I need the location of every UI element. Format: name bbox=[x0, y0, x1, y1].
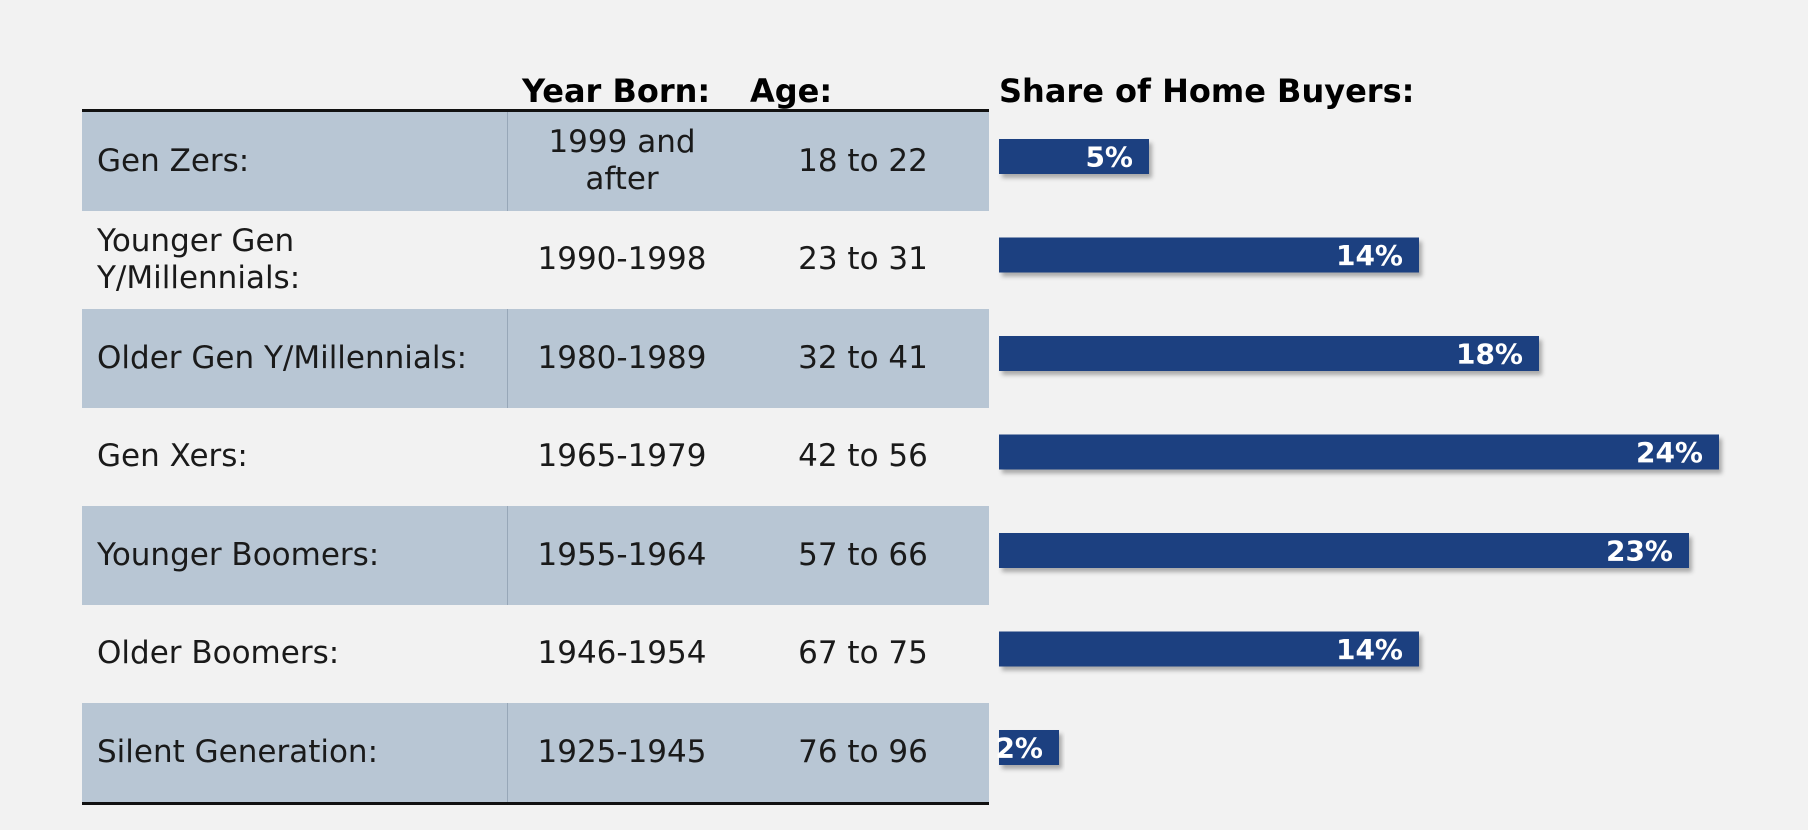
bar-4 bbox=[999, 533, 1689, 568]
generation-name: Silent Generation: bbox=[97, 733, 379, 770]
age-range-value: 57 to 66 bbox=[798, 536, 928, 573]
bar-value-label-0: 5% bbox=[1085, 141, 1133, 174]
bar-value-label-6: 2% bbox=[995, 732, 1043, 765]
bar-5 bbox=[999, 631, 1419, 667]
age-header: Age: bbox=[750, 72, 833, 110]
bar-6 bbox=[999, 730, 1059, 765]
age-range-value: 32 to 41 bbox=[798, 339, 928, 376]
table-row-silent-generation: Silent Generation: 1925-1945 76 to 96 bbox=[82, 703, 989, 802]
year-born-value: 1999 and after bbox=[548, 124, 696, 198]
year-born-value: 1990-1998 bbox=[537, 241, 707, 278]
bar-value-label-1: 14% bbox=[1336, 239, 1403, 272]
generation-name: Younger Gen Y/Millennials: bbox=[97, 222, 301, 296]
year-born-header: Year Born: bbox=[522, 72, 711, 110]
bar-value-label-3: 24% bbox=[1636, 436, 1703, 469]
generation-table: Gen Zers: 1999 and after 18 to 22 Younge… bbox=[82, 109, 989, 805]
year-born-value: 1955-1964 bbox=[537, 536, 707, 573]
generation-name: Older Gen Y/Millennials: bbox=[97, 339, 468, 376]
bar-value-label-2: 18% bbox=[1456, 338, 1523, 371]
age-range-value: 67 to 75 bbox=[798, 635, 928, 672]
bar-0 bbox=[999, 139, 1149, 174]
age-range-value: 76 to 96 bbox=[798, 733, 928, 770]
year-born-value: 1925-1945 bbox=[537, 733, 707, 770]
table-row-younger-boomers: Younger Boomers: 1955-1964 57 to 66 bbox=[82, 506, 989, 605]
table-row-gen-xers: Gen Xers: 1965-1979 42 to 56 bbox=[82, 408, 989, 507]
generation-name: Younger Boomers: bbox=[97, 536, 380, 573]
generation-name: Gen Xers: bbox=[97, 438, 248, 475]
bar-value-label-4: 23% bbox=[1606, 535, 1673, 568]
share-of-home-buyers-header: Share of Home Buyers: bbox=[999, 72, 1415, 110]
bar-2 bbox=[999, 336, 1539, 371]
table-row-older-millennials: Older Gen Y/Millennials: 1980-1989 32 to… bbox=[82, 309, 989, 408]
year-born-value: 1946-1954 bbox=[537, 635, 707, 672]
age-range-value: 23 to 31 bbox=[798, 241, 928, 278]
generation-name: Older Boomers: bbox=[97, 635, 340, 672]
year-born-value: 1965-1979 bbox=[537, 438, 707, 475]
table-row-gen-zers: Gen Zers: 1999 and after 18 to 22 bbox=[82, 112, 989, 211]
bar-value-label-5: 14% bbox=[1336, 633, 1403, 666]
year-born-value: 1980-1989 bbox=[537, 339, 707, 376]
age-range-value: 18 to 22 bbox=[798, 142, 928, 179]
table-row-younger-millennials: Younger Gen Y/Millennials: 1990-1998 23 … bbox=[82, 211, 989, 310]
generation-name: Gen Zers: bbox=[97, 142, 250, 179]
bar-1 bbox=[999, 237, 1419, 273]
table-row-older-boomers: Older Boomers: 1946-1954 67 to 75 bbox=[82, 605, 989, 704]
bar-3 bbox=[999, 434, 1719, 470]
age-range-value: 42 to 56 bbox=[798, 438, 928, 475]
